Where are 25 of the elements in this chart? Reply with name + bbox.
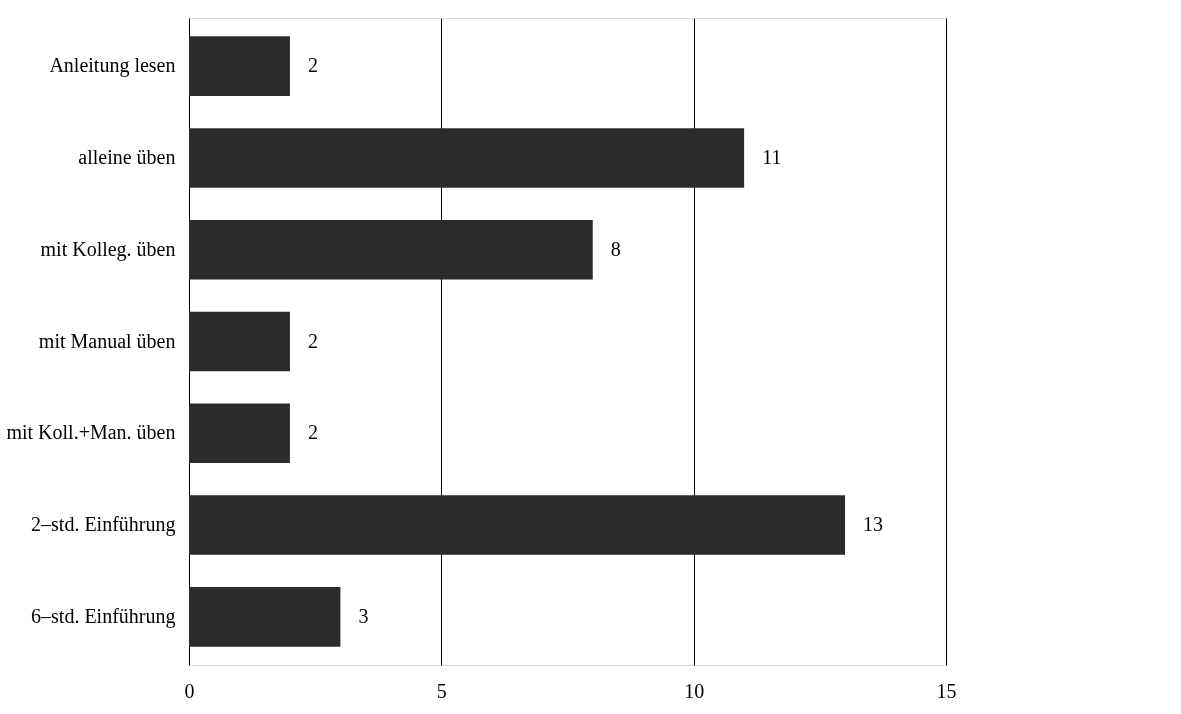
y-tick-label: mit Koll.+Man. üben xyxy=(6,421,176,444)
data-label: 13 xyxy=(863,513,884,536)
data-label: 2 xyxy=(307,421,318,444)
y-tick-label: mit Kolleg. üben xyxy=(40,237,176,261)
x-tick-label: 15 xyxy=(936,679,957,702)
data-label: 2 xyxy=(307,329,318,352)
x-tick-label: 10 xyxy=(684,679,705,702)
bar xyxy=(189,586,341,647)
x-tick-label: 5 xyxy=(436,679,447,702)
bar xyxy=(189,311,290,372)
bar xyxy=(189,219,593,280)
y-tick-label: 2–std. Einführung xyxy=(31,513,176,537)
data-label: 8 xyxy=(610,237,621,260)
y-tick-label: 6–std. Einführung xyxy=(31,604,176,628)
y-tick-label: alleine üben xyxy=(78,145,176,168)
data-label: 11 xyxy=(762,145,782,168)
data-label: 3 xyxy=(358,604,369,627)
y-tick-label: Anleitung lesen xyxy=(49,54,176,78)
bar xyxy=(189,403,290,464)
bar xyxy=(189,495,846,555)
bar xyxy=(189,36,290,97)
x-tick-label: 0 xyxy=(184,679,195,702)
y-tick-label: mit Manual üben xyxy=(38,329,176,352)
data-label: 2 xyxy=(307,54,318,77)
bar xyxy=(189,128,745,188)
